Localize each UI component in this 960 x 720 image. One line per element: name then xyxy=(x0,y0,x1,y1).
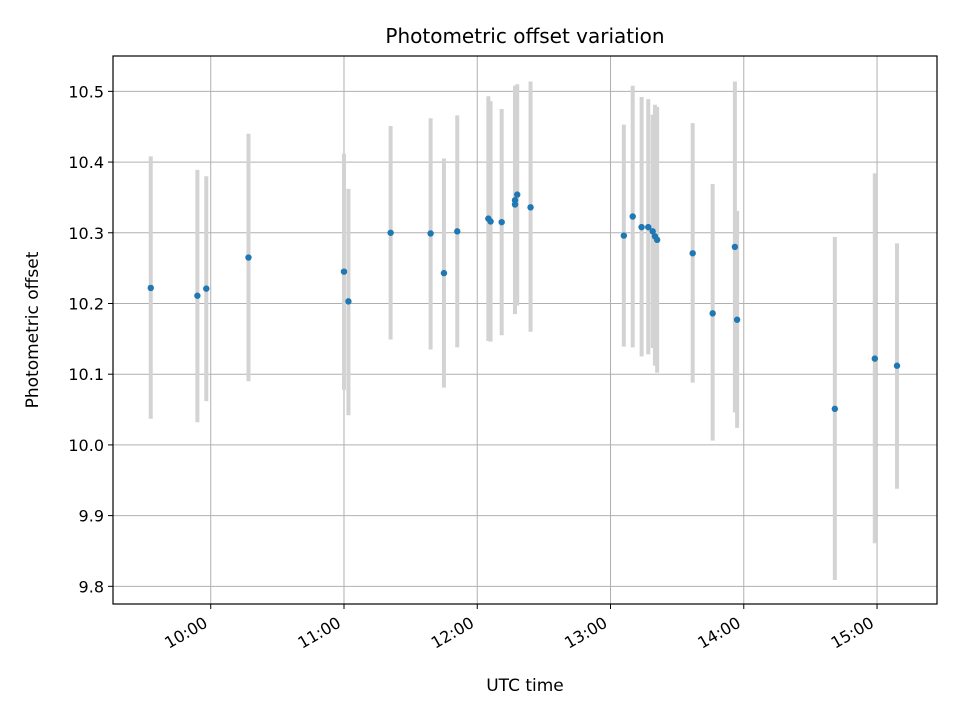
y-tick-label: 10.5 xyxy=(68,82,104,101)
data-point xyxy=(387,229,394,236)
data-point xyxy=(620,232,628,239)
data-point xyxy=(689,250,696,257)
data-point xyxy=(245,254,252,261)
y-axis: 9.8 9.9 10.0 10.1 10.2 10.3 10.4 10.5 xyxy=(68,82,113,596)
data-point xyxy=(629,213,636,220)
chart-title: Photometric offset variation xyxy=(385,24,664,48)
data-point xyxy=(345,298,352,305)
data-point xyxy=(645,223,652,231)
data-points xyxy=(147,191,901,413)
data-point xyxy=(731,243,739,251)
data-point xyxy=(514,191,521,198)
data-point xyxy=(893,362,901,369)
x-axis-label: UTC time xyxy=(486,676,564,696)
data-point xyxy=(653,236,661,244)
data-point xyxy=(498,218,505,226)
plot-frame xyxy=(112,55,938,605)
data-point xyxy=(203,285,210,292)
y-tick-label: 9.9 xyxy=(79,507,104,526)
y-tick-label: 10.1 xyxy=(68,365,104,384)
data-point xyxy=(649,228,656,235)
y-axis-label: Photometric offset xyxy=(23,251,43,408)
data-point xyxy=(871,355,879,362)
data-point xyxy=(440,269,448,277)
data-point xyxy=(733,316,741,323)
data-point xyxy=(194,292,201,299)
y-tick-label: 10.4 xyxy=(68,153,104,172)
data-point xyxy=(340,268,348,275)
data-point xyxy=(427,230,434,237)
y-tick-label: 9.8 xyxy=(79,577,104,596)
data-point xyxy=(511,201,519,208)
data-point xyxy=(831,405,839,413)
data-point xyxy=(147,284,154,292)
y-tick-label: 10.0 xyxy=(68,436,104,455)
data-point xyxy=(487,218,494,225)
y-tick-label: 10.2 xyxy=(68,294,104,313)
data-point xyxy=(454,228,461,235)
data-point xyxy=(638,223,645,231)
data-point xyxy=(527,204,534,211)
y-tick-label: 10.3 xyxy=(68,224,104,243)
data-point xyxy=(709,310,716,317)
